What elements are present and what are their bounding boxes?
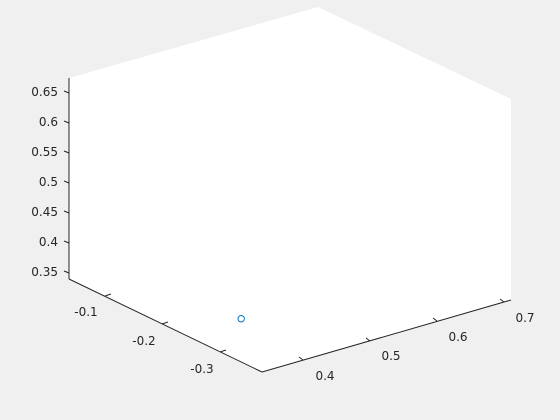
z-tick-label: 0.55	[31, 145, 58, 159]
x-tick-label: 0.7	[515, 311, 534, 325]
x-axis-line	[261, 299, 512, 373]
x-ticks: 0.4 0.5 0.6 0.7	[298, 298, 535, 383]
x-tick-mark	[298, 356, 304, 361]
x-tick-label: 0.4	[315, 369, 334, 383]
x-tick-mark	[432, 317, 438, 322]
y-tick-label: -0.1	[74, 305, 97, 319]
x-tick-mark	[365, 337, 371, 342]
z-tick-label: 0.45	[31, 205, 58, 219]
z-tick-label: 0.65	[31, 85, 58, 99]
z-tick-mark	[63, 240, 70, 244]
data-point	[237, 315, 245, 323]
axes-background	[69, 7, 511, 372]
z-tick-label: 0.6	[39, 115, 58, 129]
z-tick-label: 0.4	[39, 235, 58, 249]
y-ticks: -0.1 -0.2 -0.3	[74, 293, 227, 376]
y-tick-label: -0.2	[132, 334, 155, 348]
y-axis-line	[68, 278, 263, 373]
y-tick-mark	[161, 321, 169, 325]
z-tick-mark	[63, 120, 70, 124]
y-tick-label: -0.3	[190, 362, 213, 376]
z-tick-label: 0.5	[39, 175, 58, 189]
y-tick-mark	[104, 293, 112, 297]
data-points	[237, 315, 245, 323]
x-tick-label: 0.6	[448, 330, 467, 344]
z-tick-mark	[63, 180, 70, 184]
z-tick-mark	[63, 270, 70, 274]
z-ticks: 0.35 0.4 0.45 0.5 0.55 0.6 0.65	[31, 85, 70, 279]
x-tick-mark	[499, 298, 505, 303]
x-tick-label: 0.5	[381, 349, 400, 363]
z-tick-mark	[63, 210, 70, 214]
z-tick-mark	[63, 150, 70, 154]
z-tick-label: 0.35	[31, 265, 58, 279]
y-tick-mark	[219, 349, 227, 353]
axis-lines	[68, 78, 512, 373]
z-tick-mark	[63, 90, 70, 94]
